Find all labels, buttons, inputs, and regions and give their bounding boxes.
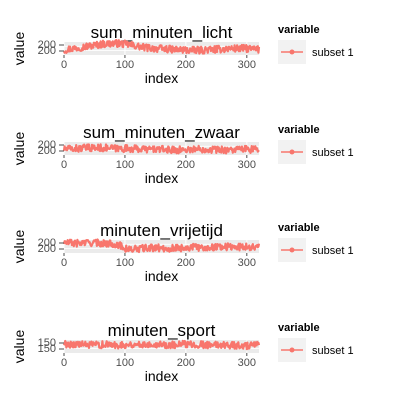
x-tick-label: 100 (116, 159, 134, 171)
series-line (62, 143, 260, 155)
legend-key-point (289, 49, 295, 55)
y-axis-label: value (11, 132, 27, 166)
x-tick-label: 200 (177, 159, 195, 171)
legend-key-point (289, 247, 295, 253)
x-tick-label: 200 (177, 257, 195, 269)
x-tick-label: 200 (177, 59, 195, 71)
y-tick-label: 200 (38, 139, 56, 151)
legend-title: variable (278, 24, 320, 36)
y-tick-label: 150 (38, 337, 56, 349)
chart-title: minuten_sport (108, 321, 216, 340)
x-tick-label: 100 (116, 357, 134, 369)
y-tick-label: 200 (38, 237, 56, 249)
x-tick-label: 300 (238, 257, 256, 269)
series-line (62, 339, 261, 351)
x-axis-label: index (145, 368, 178, 384)
legend-label: subset 1 (312, 345, 354, 357)
x-tick-label: 100 (116, 257, 134, 269)
y-axis-label: value (11, 230, 27, 264)
x-tick-label: 0 (61, 357, 67, 369)
x-axis-label: index (145, 170, 178, 186)
series-line (62, 238, 261, 254)
y-tick-label: 200 (38, 39, 56, 51)
x-tick-label: 0 (61, 159, 67, 171)
y-tick-label: 200 (38, 145, 56, 157)
x-tick-label: 100 (116, 59, 134, 71)
y-axis-label: value (11, 330, 27, 364)
series-line (63, 39, 261, 55)
chart-title: sum_minuten_licht (91, 23, 233, 42)
chart-title: minuten_vrijetijd (100, 221, 223, 240)
x-tick-label: 0 (61, 59, 67, 71)
legend-key-point (289, 149, 295, 155)
y-tick-label: 200 (38, 45, 56, 57)
x-tick-label: 200 (177, 357, 195, 369)
legend-title: variable (278, 124, 320, 136)
x-tick-label: 300 (238, 59, 256, 71)
x-tick-label: 0 (61, 257, 67, 269)
x-tick-label: 300 (238, 159, 256, 171)
x-axis-label: index (145, 268, 178, 284)
x-axis-label: index (145, 70, 178, 86)
legend-label: subset 1 (312, 245, 354, 257)
legend-label: subset 1 (312, 47, 354, 59)
chart-title: sum_minuten_zwaar (83, 123, 240, 142)
legend-title: variable (278, 222, 320, 234)
y-axis-label: value (11, 32, 27, 66)
legend-key-point (289, 347, 295, 353)
y-tick-label: 150 (38, 343, 56, 355)
legend-label: subset 1 (312, 147, 354, 159)
legend-title: variable (278, 322, 320, 334)
x-tick-label: 300 (238, 357, 256, 369)
y-tick-label: 200 (38, 243, 56, 255)
